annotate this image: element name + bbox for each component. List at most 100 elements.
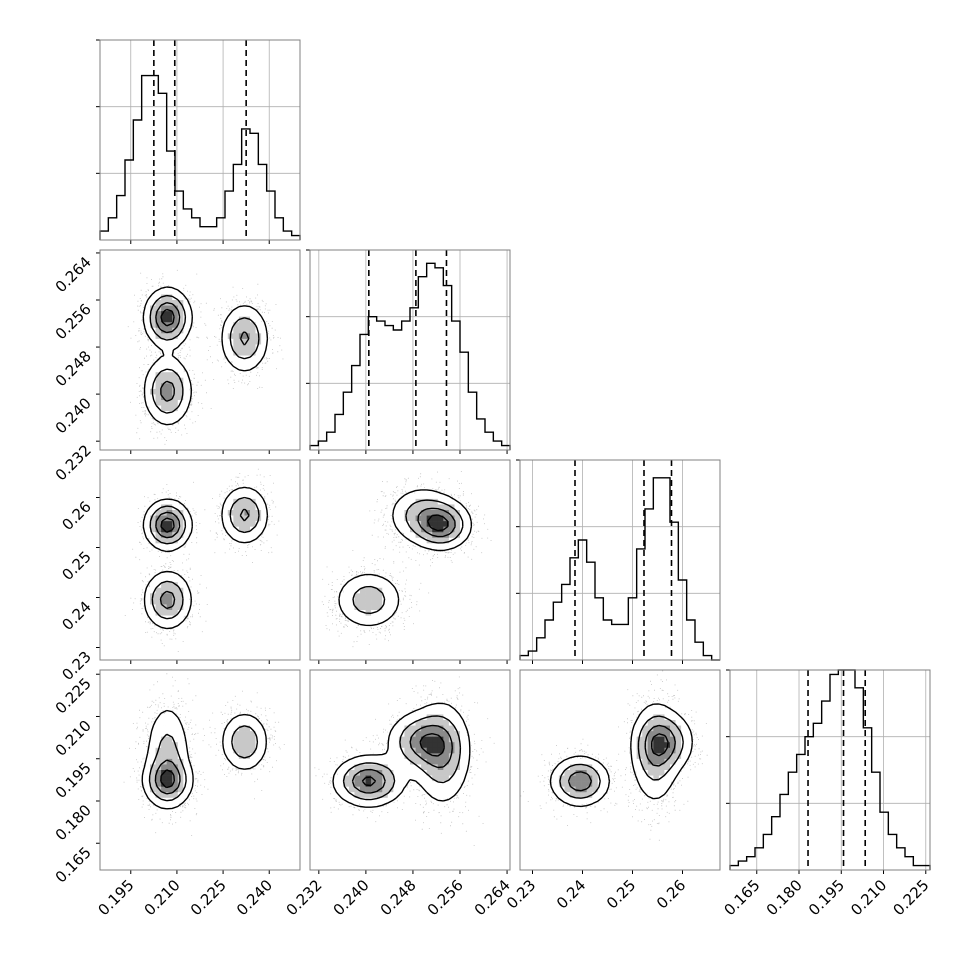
density-cell — [642, 781, 649, 787]
density-cell — [172, 322, 179, 329]
density-cell — [365, 604, 372, 611]
density-cell — [227, 344, 234, 351]
density-cell — [658, 742, 665, 749]
density-cell — [150, 764, 156, 771]
panel-bg — [100, 250, 300, 450]
density-cell — [636, 758, 643, 765]
density-cell — [448, 521, 455, 527]
panel-frame — [519, 459, 721, 661]
panel-frame — [99, 669, 301, 871]
density-cell — [166, 731, 173, 737]
density-cell — [233, 521, 240, 527]
density-cell — [177, 333, 184, 340]
density-cell — [393, 593, 400, 600]
density-cell — [233, 510, 240, 516]
density-cell — [675, 764, 682, 771]
density-cell — [166, 764, 173, 771]
density-cell — [183, 311, 190, 317]
density-cell — [642, 725, 649, 732]
density-cell — [155, 775, 162, 782]
density-cell — [664, 764, 671, 771]
density-cell — [371, 775, 377, 782]
density-cell — [443, 786, 450, 793]
density-cell — [454, 532, 461, 539]
density-cell — [177, 725, 184, 732]
density-cell — [360, 792, 366, 799]
contour-line — [141, 709, 267, 810]
density-cell — [421, 775, 427, 782]
density-cell — [443, 731, 450, 737]
density-cell — [631, 747, 637, 754]
density-cell — [426, 758, 433, 765]
density-cell — [393, 781, 400, 787]
density-cell — [166, 411, 173, 417]
density-cell — [404, 498, 411, 505]
density-cell — [250, 338, 256, 345]
density-cell — [166, 543, 173, 550]
density-cell — [398, 764, 405, 771]
density-cell — [360, 758, 366, 765]
density-cell — [365, 576, 372, 583]
density-cell — [150, 411, 156, 417]
density-cell — [177, 598, 184, 605]
density-cell — [183, 770, 190, 776]
density-cell — [348, 593, 355, 600]
density-cell — [670, 742, 676, 749]
density-cell — [166, 576, 173, 583]
contour-line — [361, 733, 445, 787]
density-cell — [244, 327, 251, 334]
density-cell — [421, 498, 427, 505]
density-cell — [421, 736, 427, 743]
density-cell — [150, 300, 156, 306]
density-cell — [426, 504, 433, 511]
density-cell — [443, 515, 450, 522]
density-cell — [586, 770, 593, 776]
density-cell — [432, 764, 439, 771]
density-cell — [161, 537, 167, 544]
density-cell — [432, 515, 439, 522]
density-cell — [443, 493, 450, 500]
density-cell — [161, 355, 167, 362]
density-cell — [454, 504, 461, 511]
density-cell — [166, 532, 173, 539]
density-cell — [443, 543, 450, 550]
density-cell — [166, 526, 173, 533]
density-cell — [144, 532, 151, 539]
density-cell — [227, 493, 234, 500]
density-cell — [658, 781, 665, 787]
density-cell — [398, 758, 405, 765]
density-cell — [172, 504, 179, 511]
density-cell — [465, 747, 472, 754]
density-cell — [432, 543, 439, 550]
density-cell — [155, 526, 162, 533]
density-cell — [233, 327, 240, 334]
density-cell — [155, 797, 162, 804]
density-cell — [360, 797, 366, 804]
density-cell — [432, 770, 439, 776]
density-cell — [177, 797, 184, 804]
density-cell — [161, 598, 167, 605]
density-cell — [454, 775, 461, 782]
density-cell — [166, 537, 173, 544]
density-cell — [161, 571, 167, 577]
contour-line — [567, 724, 676, 792]
density-cell — [183, 753, 190, 760]
density-cell — [575, 775, 582, 782]
y-tick-label: 0.256 — [52, 300, 95, 343]
density-cell — [354, 582, 361, 589]
density-cell — [443, 792, 450, 799]
density-cell — [365, 758, 372, 765]
density-cell — [631, 725, 637, 732]
density-cell — [454, 526, 461, 533]
density-cell — [255, 316, 262, 323]
y-tick-label: 0.240 — [52, 394, 95, 437]
density-cell — [172, 405, 179, 412]
density-cell — [348, 786, 355, 793]
density-cell — [371, 604, 377, 611]
density-cell — [460, 758, 466, 765]
density-cell — [454, 537, 461, 544]
density-cell — [183, 747, 190, 754]
density-cell — [244, 521, 251, 527]
density-cell — [238, 753, 245, 760]
density-cell — [172, 526, 179, 533]
